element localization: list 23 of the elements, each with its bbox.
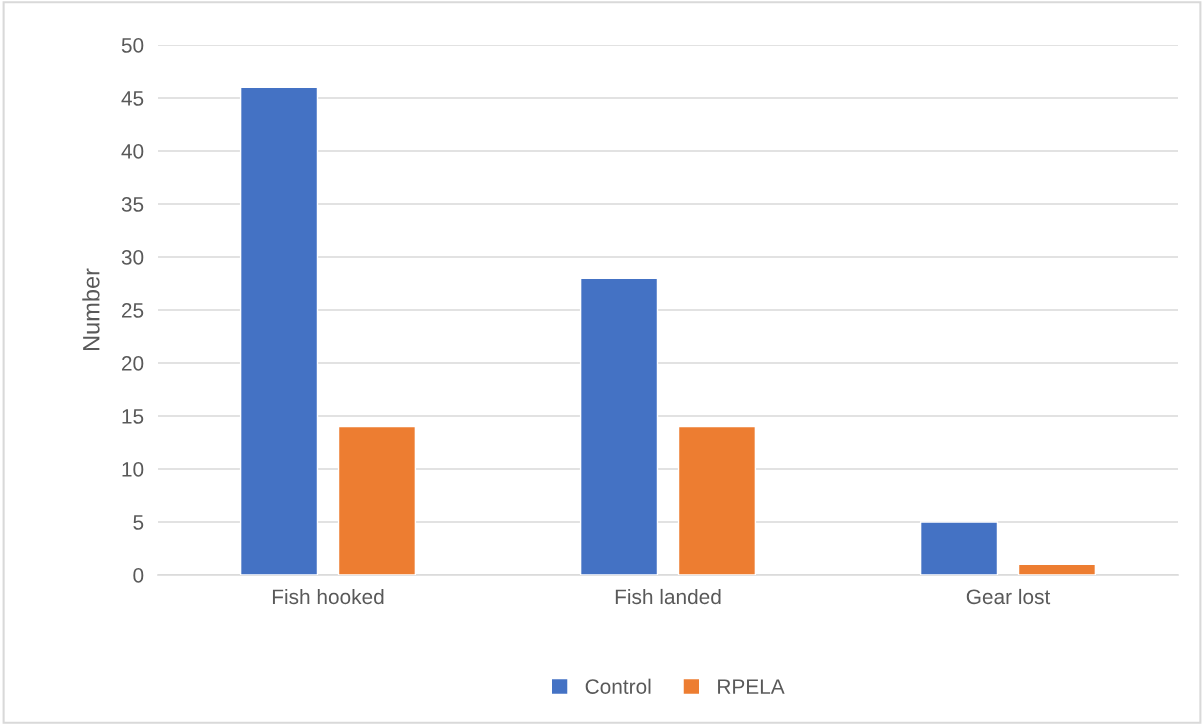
y-tick-label: 45 xyxy=(121,91,144,106)
x-tick-label: Fish hooked xyxy=(272,588,384,605)
y-axis-title: Number xyxy=(82,268,100,351)
bar xyxy=(337,425,417,575)
bar xyxy=(579,277,659,575)
y-tick-label: 30 xyxy=(121,250,144,265)
y-tick-label: 20 xyxy=(121,356,144,371)
y-tick-label: 40 xyxy=(121,144,144,159)
y-tick-label: 0 xyxy=(133,568,144,583)
legend-label: RPELA xyxy=(718,679,785,694)
bar xyxy=(677,425,757,575)
bar xyxy=(239,86,319,575)
bar xyxy=(1017,563,1097,575)
y-tick-label: 10 xyxy=(122,462,144,477)
y-tick-label: 15 xyxy=(122,409,144,424)
x-tick-label: Fish landed xyxy=(615,588,721,605)
bar xyxy=(919,521,999,575)
x-tick-label: Gear lost xyxy=(966,588,1051,605)
legend-label: Control xyxy=(585,678,651,694)
y-tick-label: 50 xyxy=(121,38,144,53)
y-tick-label: 5 xyxy=(133,515,144,530)
y-tick-label: 35 xyxy=(121,197,144,212)
y-tick-label: 25 xyxy=(121,303,144,318)
